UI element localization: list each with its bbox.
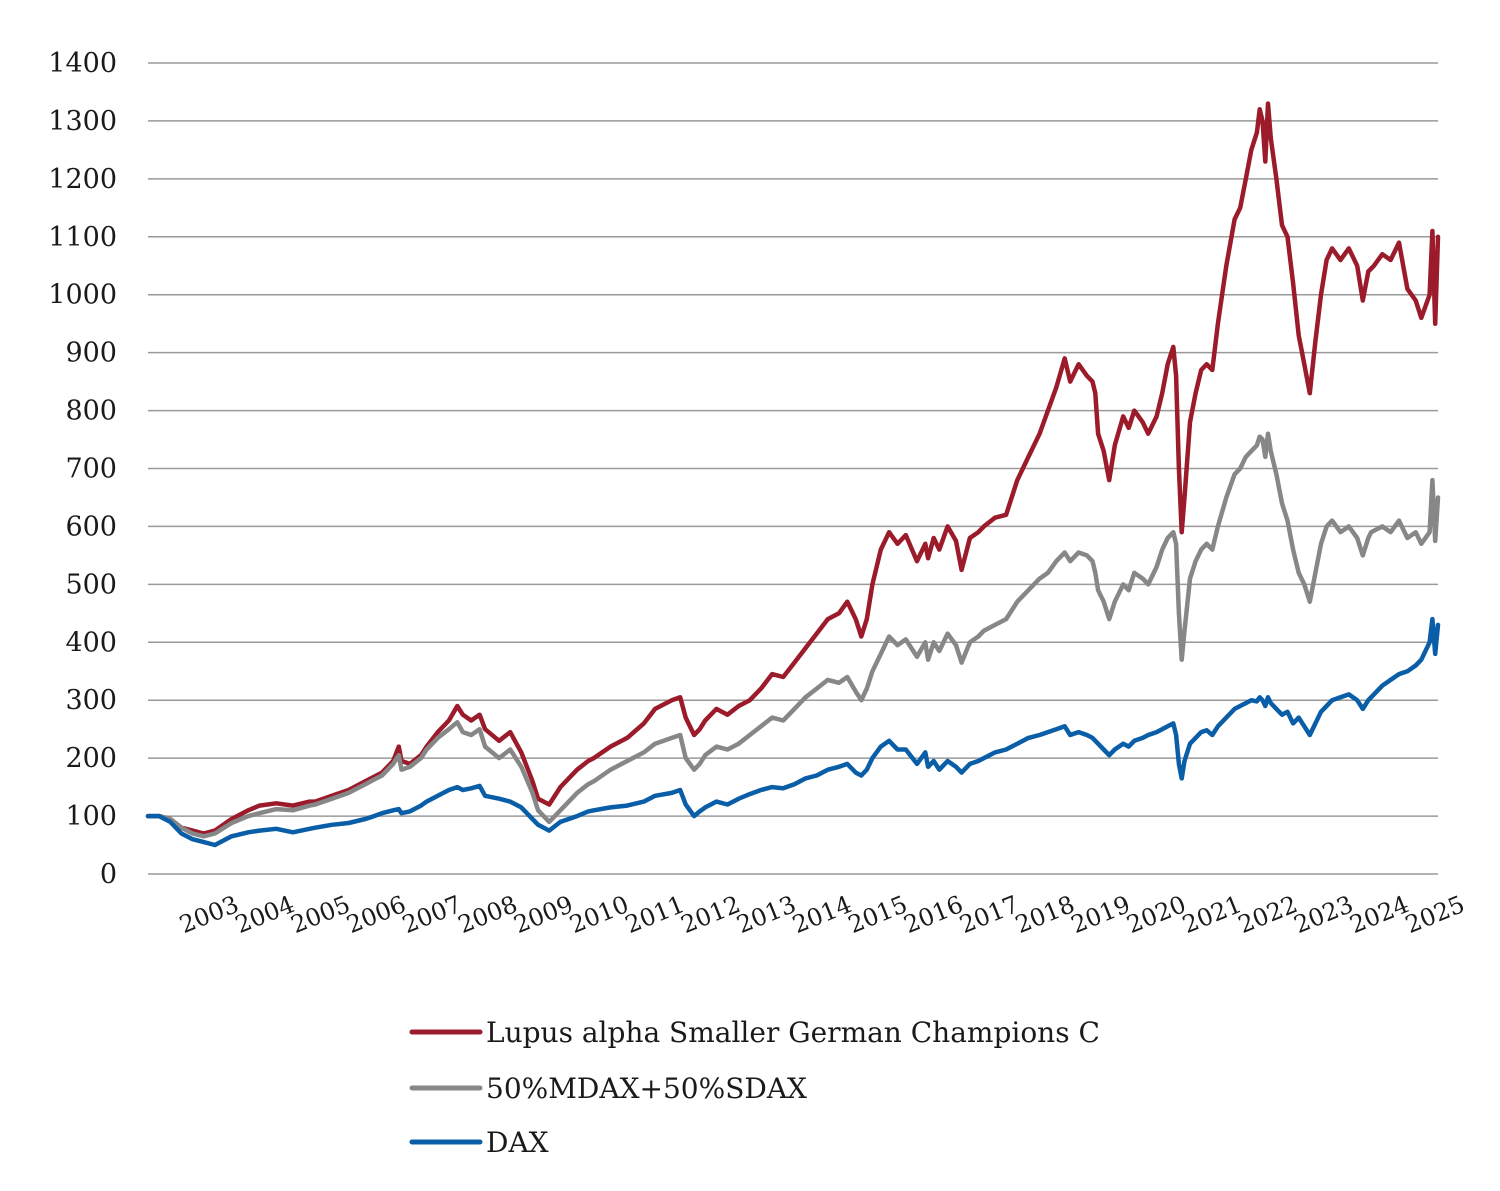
gridlines [148,62,1438,875]
y-tick-label: 500 [65,569,117,600]
y-tick-label: 1000 [48,280,117,311]
y-tick-label: 1200 [48,164,117,195]
series-line-0 [145,101,1441,836]
series-lines [145,101,1441,848]
legend-item-0: Lupus alpha Smaller German Champions C [409,1016,1100,1049]
legend-label: Lupus alpha Smaller German Champions C [486,1016,1100,1049]
y-tick-label: 1100 [48,222,117,253]
y-tick-label: 700 [65,454,117,485]
x-tick-label: 2025 [1401,890,1468,939]
series-line-2 [145,616,1441,848]
y-axis-tick-labels: 0 100 200 300 400 500 600 700 800 900 1000 1100 1200… [48,48,117,890]
y-tick-label: 0 [100,859,117,890]
y-tick-label: 300 [65,685,117,716]
y-tick-label: 400 [65,627,117,658]
y-tick-label: 800 [65,396,117,427]
series-line-1 [145,431,1441,839]
legend-item-2: DAX [409,1126,549,1159]
legend: Lupus alpha Smaller German Champions C 50… [409,1016,1100,1159]
legend-item-1: 50%MDAX+50%SDAX [409,1072,807,1105]
y-tick-label: 200 [65,743,117,774]
y-tick-label: 100 [65,801,117,832]
legend-label: DAX [486,1126,549,1159]
x-axis-tick-labels: 2003200420052006200720082009201020112012… [176,890,1469,939]
y-tick-label: 1400 [48,48,117,79]
y-tick-label: 600 [65,511,117,542]
legend-label: 50%MDAX+50%SDAX [486,1072,807,1105]
y-tick-label: 1300 [48,106,117,137]
y-tick-label: 900 [65,338,117,369]
